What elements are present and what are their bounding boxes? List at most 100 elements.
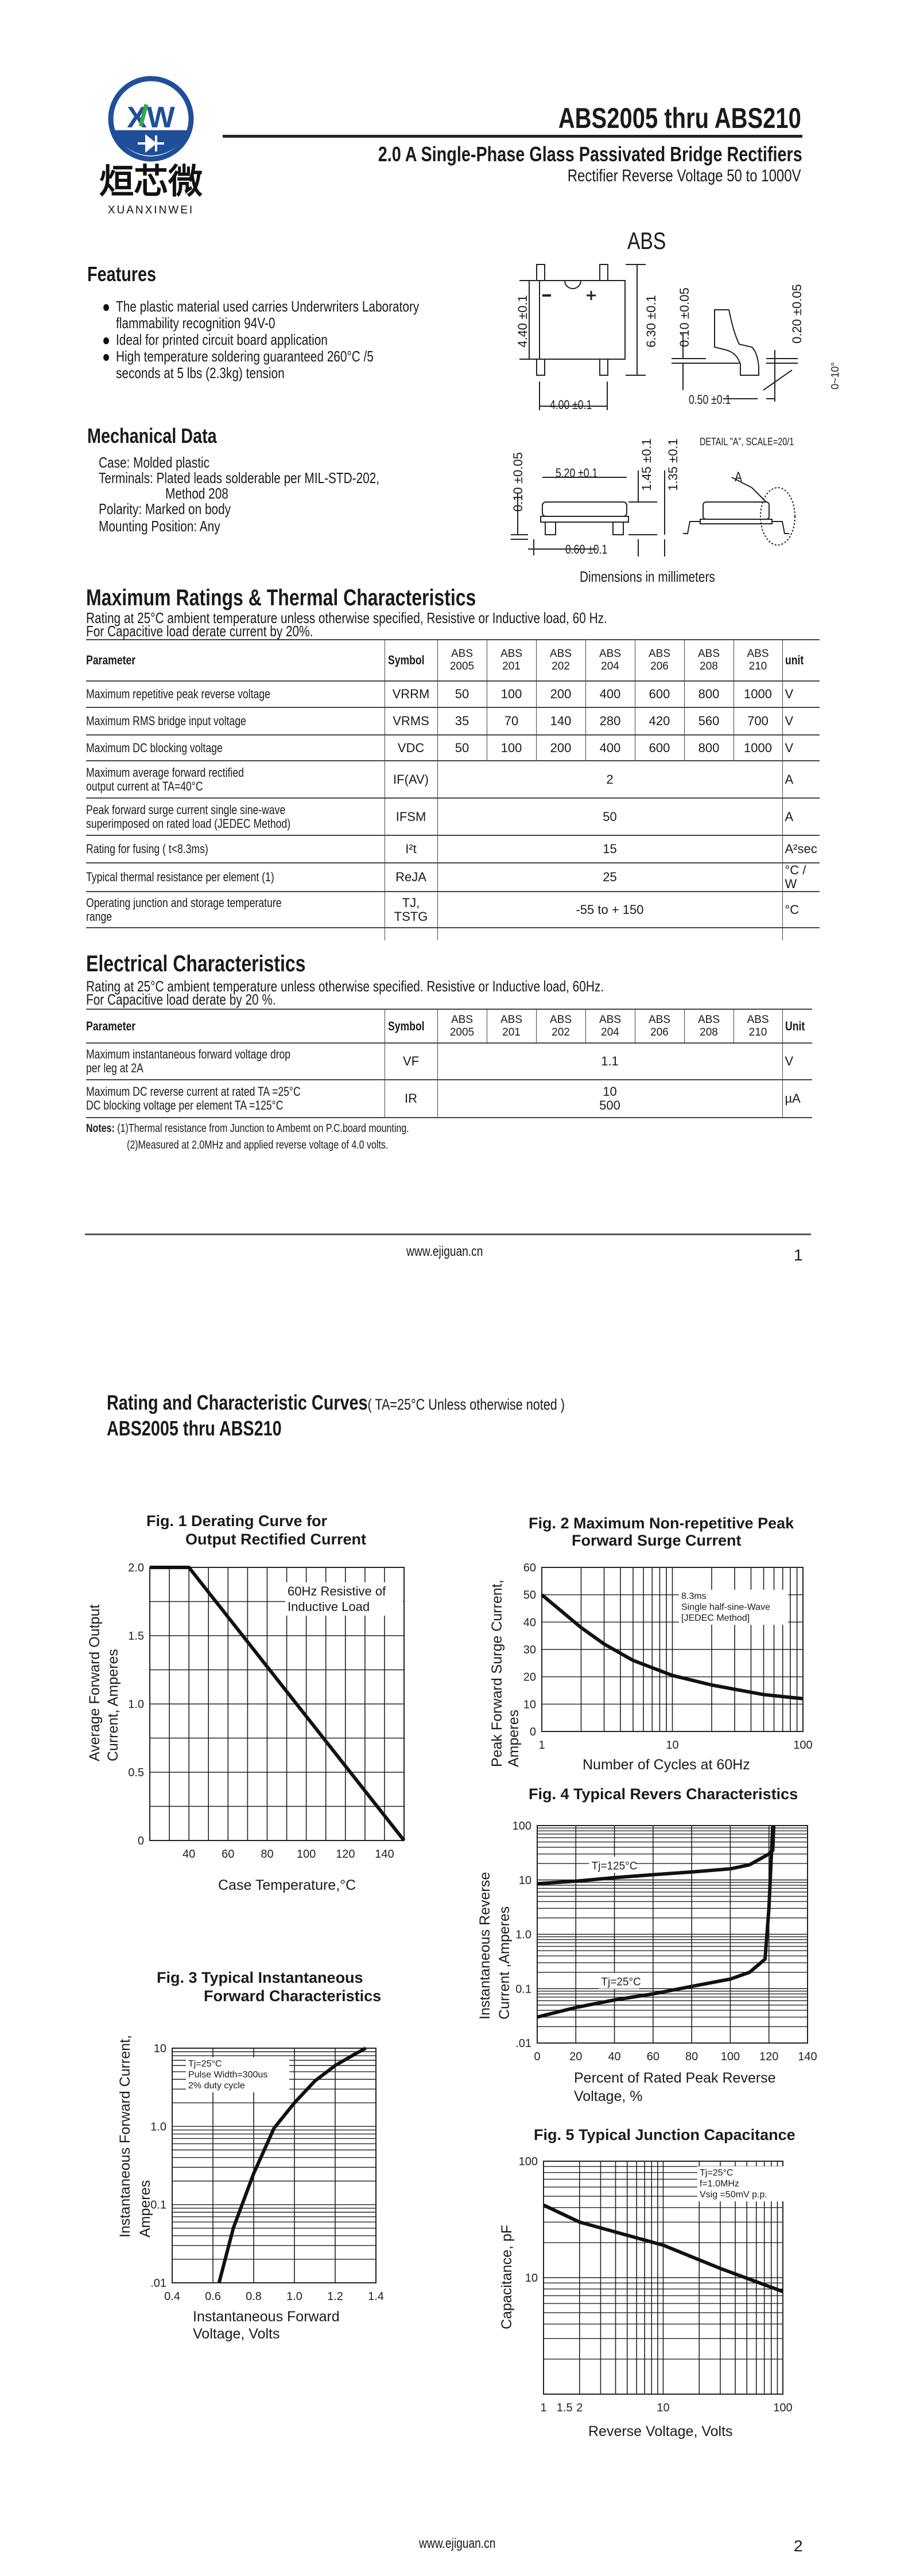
document-subtitle-2: Rectifier Reverse Voltage 50 to 1000V [568,166,801,185]
electrical-note-2: For Capacitive load derate by 20 %. [86,991,276,1008]
header-model-line1: ABS [500,648,523,660]
table-row: Maximum repetitive peak reverse voltage V… [86,681,820,708]
curves-heading: Rating and Characteristic Curves [107,1391,368,1414]
mech-case: Case: Molded plastic [99,454,210,471]
header-model-line2: 210 [748,1026,767,1038]
curves-subheading: ABS2005 thru ABS210 [107,1417,282,1440]
curves-heading-note: ( TA=25°C Unless otherwise noted ) [367,1396,565,1413]
plot-frame [537,1825,808,2044]
chart-annotation: Tj=25°C Pulse Width=300us 2% duty cycle [186,2057,289,2092]
chart-title: Output Rectified Current [185,1531,366,1548]
row-value: 400 [599,740,621,755]
x-tick-label: 80 [685,2050,698,2063]
header-model-line2: 208 [700,660,718,672]
header-model-line2: 210 [748,660,767,672]
row-value: 600 [649,740,670,755]
document-title: ABS2005 thru ABS210 [558,102,801,134]
header-model-line1: ABS [648,648,671,660]
row-value: -55 to + 150 [576,902,644,917]
header-parameter: Parameter [86,653,136,667]
x-tick-label: 20 [569,2050,582,2063]
row-value: 100 [500,687,522,701]
plot-frame [543,2161,783,2395]
footer-url[interactable]: www.ejiguan.cn [406,1244,483,1259]
row-unit: V [785,740,794,755]
row-symbol: I²t [405,842,417,856]
annotation-line: [JEDEC Method] [681,1613,750,1623]
footnote-1: (1)Thermal resistance from Junction to A… [117,1122,409,1135]
chart-x-label: Reverse Voltage, Volts [588,2423,733,2439]
electrical-heading: Electrical Characteristics [86,951,306,976]
header-model-line2: 2005 [449,1026,475,1038]
y-tick-label: 1.0 [515,1929,531,1941]
series-line [537,1825,775,2019]
table-row: Maximum DC blocking voltage VDC 50 100 200 40… [86,735,820,761]
x-tick-label: 100 [721,2050,740,2063]
x-tick-label: 140 [375,1848,394,1861]
row-value: 200 [550,687,572,701]
row-parameter: per leg at 2A [86,1061,143,1075]
row-value: 280 [599,714,621,728]
chart-x-label: Case Temperature,°C [218,1877,356,1893]
dim-top-0-20: 0.20 ±0.05 [790,284,804,344]
y-tick-label: 1.0 [150,2120,166,2133]
features-heading: Features [87,262,157,286]
row-symbol: VDC [397,740,425,755]
chart-annotation: Tj=25°C f=1.0MHz Vsig =50mV p.p. [697,2166,783,2201]
logo-letters: XW [127,101,176,134]
annotation-line: 60Hz Resistive of [288,1584,386,1598]
row-unit: °C / W [785,863,806,891]
row-value: 35 [455,714,469,728]
detail-marker: A [735,469,742,485]
annotation-line: 2% duty cycle [188,2081,245,2091]
table-row: Maximum instantaneous forward voltage dr… [86,1043,812,1080]
x-tick-label: 1 [540,2402,546,2414]
x-tick-label: 80 [261,1848,273,1861]
row-parameter: Maximum instantaneous forward voltage dr… [86,1047,291,1061]
header-model-line1: ABS [451,648,474,660]
row-unit: µA [785,1091,801,1106]
mech-terminals: Terminals: Plated leads solderable per M… [99,469,380,487]
bullet-icon [103,337,109,344]
table-row: Maximum average forward rectified output … [86,761,820,799]
annotation-line: Inductive Load [288,1600,370,1614]
chart-annotation: 60Hz Resistive of Inductive Load [285,1582,403,1616]
x-tick-label: 1.5 [557,2402,573,2414]
footer-url-2[interactable]: www.ejiguan.cn [419,2536,496,2551]
features-list: The plastic material used carries Underw… [103,298,495,382]
chart-x-label: Percent of Rated Peak Reverse [574,2070,776,2086]
header-model-line2: 206 [650,660,669,672]
series-line [217,2046,367,2283]
feature-text: The plastic material used carries Underw… [116,298,420,315]
x-tick-label: 40 [608,2050,620,2063]
row-parameter: Maximum DC blocking voltage [86,740,223,755]
row-value: 70 [504,714,519,728]
annotation-line: Single half-sine-Wave [681,1602,771,1612]
package-side-view-drawing [511,470,795,557]
row-value: 2 [606,772,614,787]
max-ratings-note-1: Rating at 25°C ambient temperature unles… [86,609,607,627]
y-tick-label: 2.0 [128,1562,144,1574]
chart-title: Fig. 4 Typical Revers Characteristics [529,1785,798,1803]
series-line [541,1593,804,1701]
feature-text: High temperature soldering guaranteed 26… [116,348,374,365]
table-spacer-row [86,928,820,940]
table-row: Operating junction and storage temperatu… [86,892,820,928]
row-symbol: VRRM [392,687,430,701]
header-model-line1: ABS [451,1013,474,1026]
row-value: 50 [603,809,617,824]
annotation-line: Tj=25°C [700,2168,734,2178]
header-model-line2: 204 [601,660,619,672]
row-symbol: IF(AV) [393,772,429,787]
x-tick-label: 100 [793,1739,812,1752]
row-unit: V [785,714,794,728]
header-model-line2: 202 [552,1026,570,1038]
footer-rule [85,1233,811,1235]
page-number-2: 2 [794,2537,803,2555]
y-tick-label: 50 [523,1589,536,1602]
row-symbol: TSTG [394,909,428,924]
dim-top-4-40: 4.40 ±0.1 [515,295,530,348]
header-model-line1: ABS [697,648,720,660]
y-tick-label: 10 [523,1698,536,1711]
x-tick-label: 10 [666,1739,678,1752]
